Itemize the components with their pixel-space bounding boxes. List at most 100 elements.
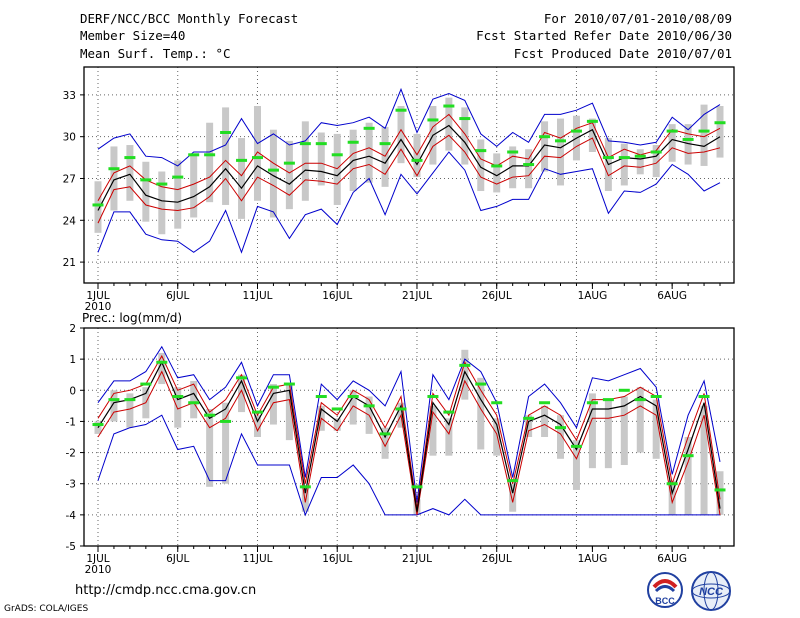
ensemble-box [700,104,708,166]
ensemble-box [572,440,580,490]
observed-marker [411,158,423,162]
observed-marker [267,385,279,389]
observed-marker [634,154,646,158]
observed-marker [507,150,519,154]
ensemble-box [509,146,517,189]
ensemble-box [126,145,134,201]
observed-marker [459,363,471,367]
svg-text:BCC: BCC [655,596,675,606]
min-line [97,414,720,517]
observed-marker [172,175,184,179]
ensemble-box [652,145,660,178]
ensemble-box [509,483,517,512]
y-tick-label: -5 [66,541,76,553]
observed-marker [650,395,662,399]
ensemble-box [445,97,453,151]
observed-marker [427,395,439,399]
ensemble-box [253,415,261,437]
ensemble-box [557,118,565,186]
ensemble-box [238,138,246,219]
observed-marker [395,407,407,411]
x-tick-label: 21JUL [402,290,432,302]
y-tick-label: 21 [63,257,76,269]
y-tick-label: 24 [63,215,77,227]
observed-marker [539,135,551,139]
y-tick-label: 33 [63,90,76,102]
observed-marker [108,398,120,402]
ensemble-box [190,380,198,419]
observed-marker [363,126,375,130]
ensemble-box [253,106,261,201]
x-tick-label: 6AUG [657,553,687,565]
x-tick-label: 16JUL [322,553,352,565]
observed-marker [124,398,136,402]
observed-marker [379,432,391,436]
observed-marker [427,118,439,122]
ensemble-box [94,181,102,233]
observed-marker [698,395,710,399]
ensemble-box [445,418,453,456]
x-tick-label: 16JUL [322,290,352,302]
observed-marker [92,423,104,427]
observed-marker [156,182,168,186]
y-tick-label: 27 [63,173,76,185]
observed-marker [602,156,614,160]
ensemble-box [636,387,644,453]
ensemble-box [206,408,214,487]
observed-marker [650,150,662,154]
forecast-started-date: Fcst Started Refer Date 2010/06/30 [476,28,732,43]
observed-marker [491,401,503,405]
observed-marker [475,382,487,386]
ensemble-box [365,122,373,183]
observed-marker [395,108,407,112]
ensemble-box [397,106,405,164]
observed-marker [698,129,710,133]
x-tick-label: 26JUL [482,553,512,565]
ensemble-box [588,393,596,469]
observed-marker [188,153,200,157]
observed-marker [682,137,694,141]
ensemble-box [333,133,341,205]
ensemble-box [158,171,166,235]
observed-marker [666,129,678,133]
x-tick-label: 6JUL [166,553,189,565]
lower-line [97,370,721,515]
lower-line [97,134,721,224]
observed-marker [523,163,535,167]
observed-marker [299,485,311,489]
ensemble-box [652,399,660,459]
variable-label: Mean Surf. Temp.: °C [80,46,231,61]
y-tick-label: -2 [66,448,76,460]
y-tick-label: -1 [66,416,76,428]
observed-marker [347,395,359,399]
forecast-period: For 2010/07/01-2010/08/09 [543,11,732,26]
ensemble-box [668,124,676,162]
y-tick-label: 2 [69,323,76,335]
observed-marker [586,401,598,405]
website-url[interactable]: http://cmdp.ncc.cma.gov.cn [75,583,257,598]
ensemble-box [493,418,501,456]
ensemble-box [222,107,230,205]
observed-marker [140,382,152,386]
observed-marker [124,156,136,160]
observed-marker [570,444,582,448]
observed-marker [140,178,152,182]
observed-marker [315,395,327,399]
observed-marker [283,161,295,165]
observed-marker [443,410,455,414]
ensemble-box [110,146,118,211]
ensemble-box [349,390,357,425]
min-line [97,151,721,254]
observed-marker [523,416,535,420]
x-tick-label: 1AUG [578,553,608,565]
ensemble-box [222,402,230,484]
ensemble-box [557,415,565,459]
observed-marker [363,404,375,408]
observed-marker [156,360,168,364]
observed-marker [475,149,487,153]
ensemble-box [381,427,389,459]
ensemble-box [269,129,277,218]
ensemble-box [110,390,118,422]
ensemble-box [716,106,724,158]
